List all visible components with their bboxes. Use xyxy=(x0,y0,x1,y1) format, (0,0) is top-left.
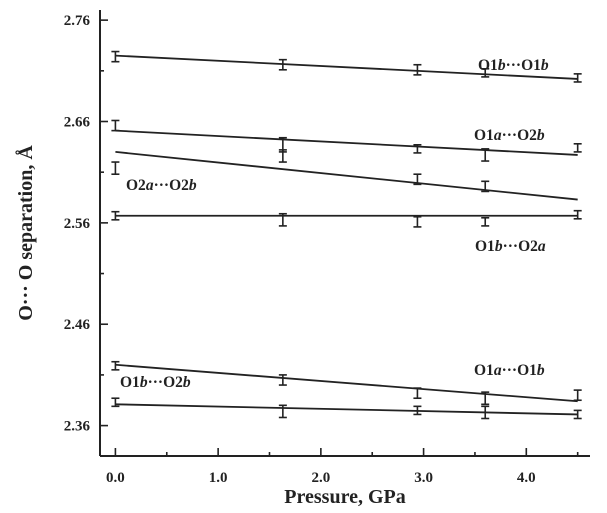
axes xyxy=(99,10,590,457)
data-point xyxy=(413,387,422,400)
fit-line xyxy=(115,151,578,201)
fit-line xyxy=(115,363,578,403)
data-point xyxy=(278,404,287,419)
data-point xyxy=(413,405,422,416)
data-point xyxy=(573,73,582,83)
fit-line xyxy=(115,403,578,416)
y-tick-label: 2.36 xyxy=(64,419,91,435)
x-tick-label: 3.0 xyxy=(414,470,433,486)
x-tick-label: 0.0 xyxy=(106,470,125,486)
series xyxy=(111,149,578,201)
series-label: O1b···O2a xyxy=(475,238,546,255)
series-group xyxy=(111,50,582,420)
data-point xyxy=(413,63,422,76)
data-point xyxy=(111,161,120,176)
data-point xyxy=(481,67,490,78)
data-point xyxy=(278,212,287,227)
y-axis-title: O··· O separation, Å xyxy=(14,145,37,321)
data-point xyxy=(481,405,490,420)
data-point xyxy=(111,50,120,63)
fit-line xyxy=(115,129,578,156)
series xyxy=(111,360,582,406)
series xyxy=(111,397,582,420)
data-point xyxy=(111,397,120,408)
y-tick-label: 2.76 xyxy=(64,13,91,29)
data-point xyxy=(481,180,490,193)
y-tick-label: 2.46 xyxy=(64,317,91,333)
data-point xyxy=(111,360,120,371)
series-label: O1b···O1b xyxy=(478,57,549,74)
data-point xyxy=(481,391,490,406)
data-point xyxy=(278,149,287,163)
series-label: O2a···O2b xyxy=(126,177,197,194)
series-label: O1a···O2b xyxy=(474,127,545,144)
x-tick-label: 1.0 xyxy=(209,470,228,486)
x-tick-label: 2.0 xyxy=(311,470,330,486)
series xyxy=(111,50,582,83)
series-label: O1a···O1b xyxy=(474,362,545,379)
y-tick-label: 2.56 xyxy=(64,216,91,232)
data-point xyxy=(573,409,582,420)
fit-line xyxy=(115,54,578,80)
data-point xyxy=(413,144,422,154)
ticks: 0.0 1.0 2.0 3.0 4.0 2.36 2.46 2.56 2.66 2.76 xyxy=(64,13,579,486)
data-point xyxy=(573,143,582,153)
data-point xyxy=(278,374,287,386)
data-point xyxy=(481,216,490,227)
y-tick-label: 2.66 xyxy=(64,115,91,131)
data-point xyxy=(413,173,422,186)
x-axis-title: Pressure, GPa xyxy=(284,486,405,508)
series xyxy=(111,209,582,228)
data-point xyxy=(573,209,582,220)
data-point xyxy=(111,210,120,221)
data-point xyxy=(111,119,120,132)
data-point xyxy=(413,215,422,228)
series-labels: O1b···O1b O1a···O2b O2a···O2b O1b···O2a O1a·… xyxy=(120,57,549,391)
data-point xyxy=(278,58,287,71)
data-point xyxy=(573,389,582,402)
series-label: O1b···O2b xyxy=(120,374,191,391)
x-tick-label: 4.0 xyxy=(517,470,536,486)
data-point xyxy=(481,148,490,162)
